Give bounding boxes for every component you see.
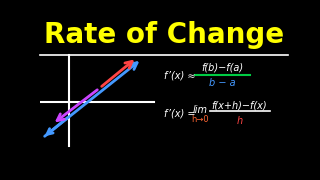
Text: f(b)−f(a): f(b)−f(a) (201, 62, 243, 72)
Text: f’(x) ≈: f’(x) ≈ (164, 71, 196, 81)
Text: h: h (236, 116, 243, 126)
Text: h→0: h→0 (191, 115, 209, 124)
Text: Rate of Change: Rate of Change (44, 21, 284, 50)
Text: f(x+h)−f(x): f(x+h)−f(x) (212, 100, 268, 111)
Text: b − a: b − a (209, 78, 236, 88)
Text: f’(x) =: f’(x) = (164, 109, 196, 119)
Text: lim: lim (192, 105, 207, 115)
